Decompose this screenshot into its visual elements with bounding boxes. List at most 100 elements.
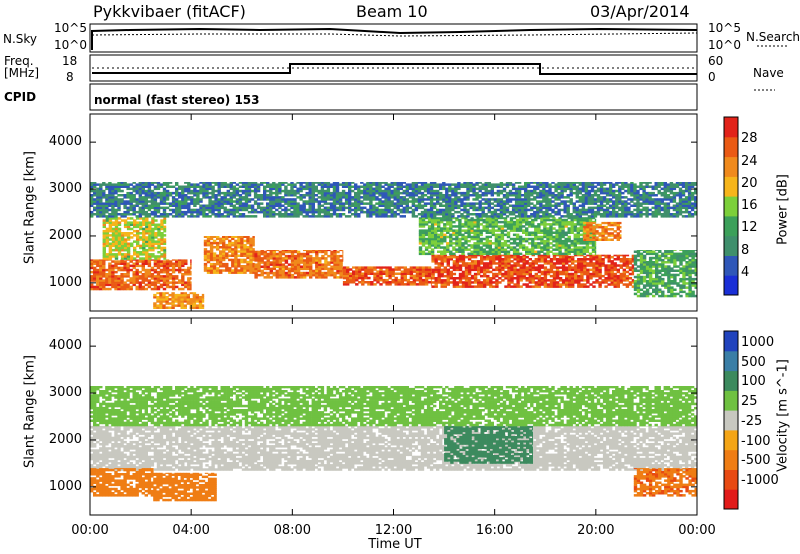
heatmap-cell [451,189,455,193]
heatmap-cell [165,306,169,309]
heatmap-cell [206,241,211,245]
heatmap-cell [99,198,103,201]
heatmap-cell [458,237,462,241]
heatmap-cell [363,187,367,191]
heatmap-cell [254,257,258,260]
heatmap-cell [309,263,313,266]
heatmap-cell [473,255,478,259]
heatmap-cell [571,281,575,284]
heatmap-cell [384,213,388,216]
heatmap-cell [156,208,161,212]
heatmap-cell [162,266,167,270]
heatmap-cell [126,196,130,199]
heatmap-cell [150,213,155,216]
heatmap-cell [585,250,590,253]
heatmap-cell [442,185,446,188]
heatmap-cell [193,187,197,191]
heatmap-cell [145,236,149,239]
heatmap-cell [187,191,191,195]
heatmap-cell [515,244,520,247]
heatmap-cell [367,283,371,286]
heatmap-cell [126,223,131,226]
heatmap-cell [344,198,349,201]
heatmap-cell [90,260,94,263]
heatmap-cell [421,229,426,232]
heatmap-cell [411,182,416,184]
heatmap-cell [163,246,167,250]
heatmap-cell [241,189,246,193]
heatmap-cell [126,206,130,210]
heatmap-cell [619,258,623,261]
heatmap-cell [293,276,298,279]
heatmap-cell [142,229,146,233]
heatmap-cell [583,279,587,282]
heatmap-cell [211,194,215,197]
heatmap-cell [586,268,590,272]
heatmap-cell [102,229,106,233]
heatmap-cell [586,274,590,278]
heatmap-cell [558,227,562,230]
heatmap-cell [249,267,253,270]
heatmap-cell [120,238,125,241]
heatmap-cell [446,235,450,239]
heatmap-cell [543,252,547,256]
heatmap-cell [475,194,479,197]
heatmap-cell [168,298,172,301]
heatmap-cell [284,273,289,277]
heatmap-cell [159,215,164,218]
heatmap-cell [411,213,416,216]
heatmap-cell [320,196,325,199]
heatmap-cell [272,257,276,260]
heatmap-cell [330,259,334,262]
heatmap-cell [317,200,321,203]
heatmap-cell [485,220,489,224]
heatmap-cell [405,206,409,210]
heatmap-cell [162,196,167,199]
heatmap-cell [376,281,380,284]
heatmap-cell [153,287,158,291]
heatmap-cell [212,236,217,238]
heatmap-cell [427,220,432,224]
heatmap-cell [531,262,535,265]
heatmap-cell [616,277,620,280]
heatmap-cell [423,215,428,218]
heatmap-cell [528,274,532,278]
heatmap-cell [369,185,373,188]
heatmap-cell [507,272,511,276]
heatmap-cell [139,246,143,250]
heatmap-cell [591,242,596,245]
heatmap-cell [619,260,623,263]
heatmap-cell [244,198,249,201]
heatmap-cell [138,196,142,199]
heatmap-cell [454,210,458,214]
heatmap-cell [424,229,429,232]
heatmap-cell [519,268,523,272]
heatmap-cell [326,182,331,184]
heatmap-cell [293,202,297,205]
heatmap-cell [178,208,182,212]
heatmap-cell [202,185,206,188]
heatmap-cell [494,233,499,237]
heatmap-cell [105,221,110,224]
heatmap-cell [440,252,444,256]
heatmap-cell [226,215,230,218]
heatmap-cell [165,260,170,263]
heatmap-cell [105,206,109,210]
heatmap-cell [254,273,258,277]
heatmap-cell [464,229,468,232]
heatmap-cell [420,194,425,197]
heatmap-cell [272,191,276,195]
heatmap-cell [117,275,121,278]
heatmap-cell [531,218,535,222]
heatmap-cell [303,271,307,275]
heatmap-cell [531,277,535,280]
heatmap-cell [171,270,176,274]
heatmap-cell [117,185,121,188]
heatmap-cell [133,246,137,250]
heatmap-cell [464,248,468,251]
heatmap-cell [102,281,106,284]
heatmap-cell [138,202,142,205]
heatmap-cell [414,182,419,184]
heatmap-cell [290,254,295,258]
heatmap-cell [278,265,283,268]
